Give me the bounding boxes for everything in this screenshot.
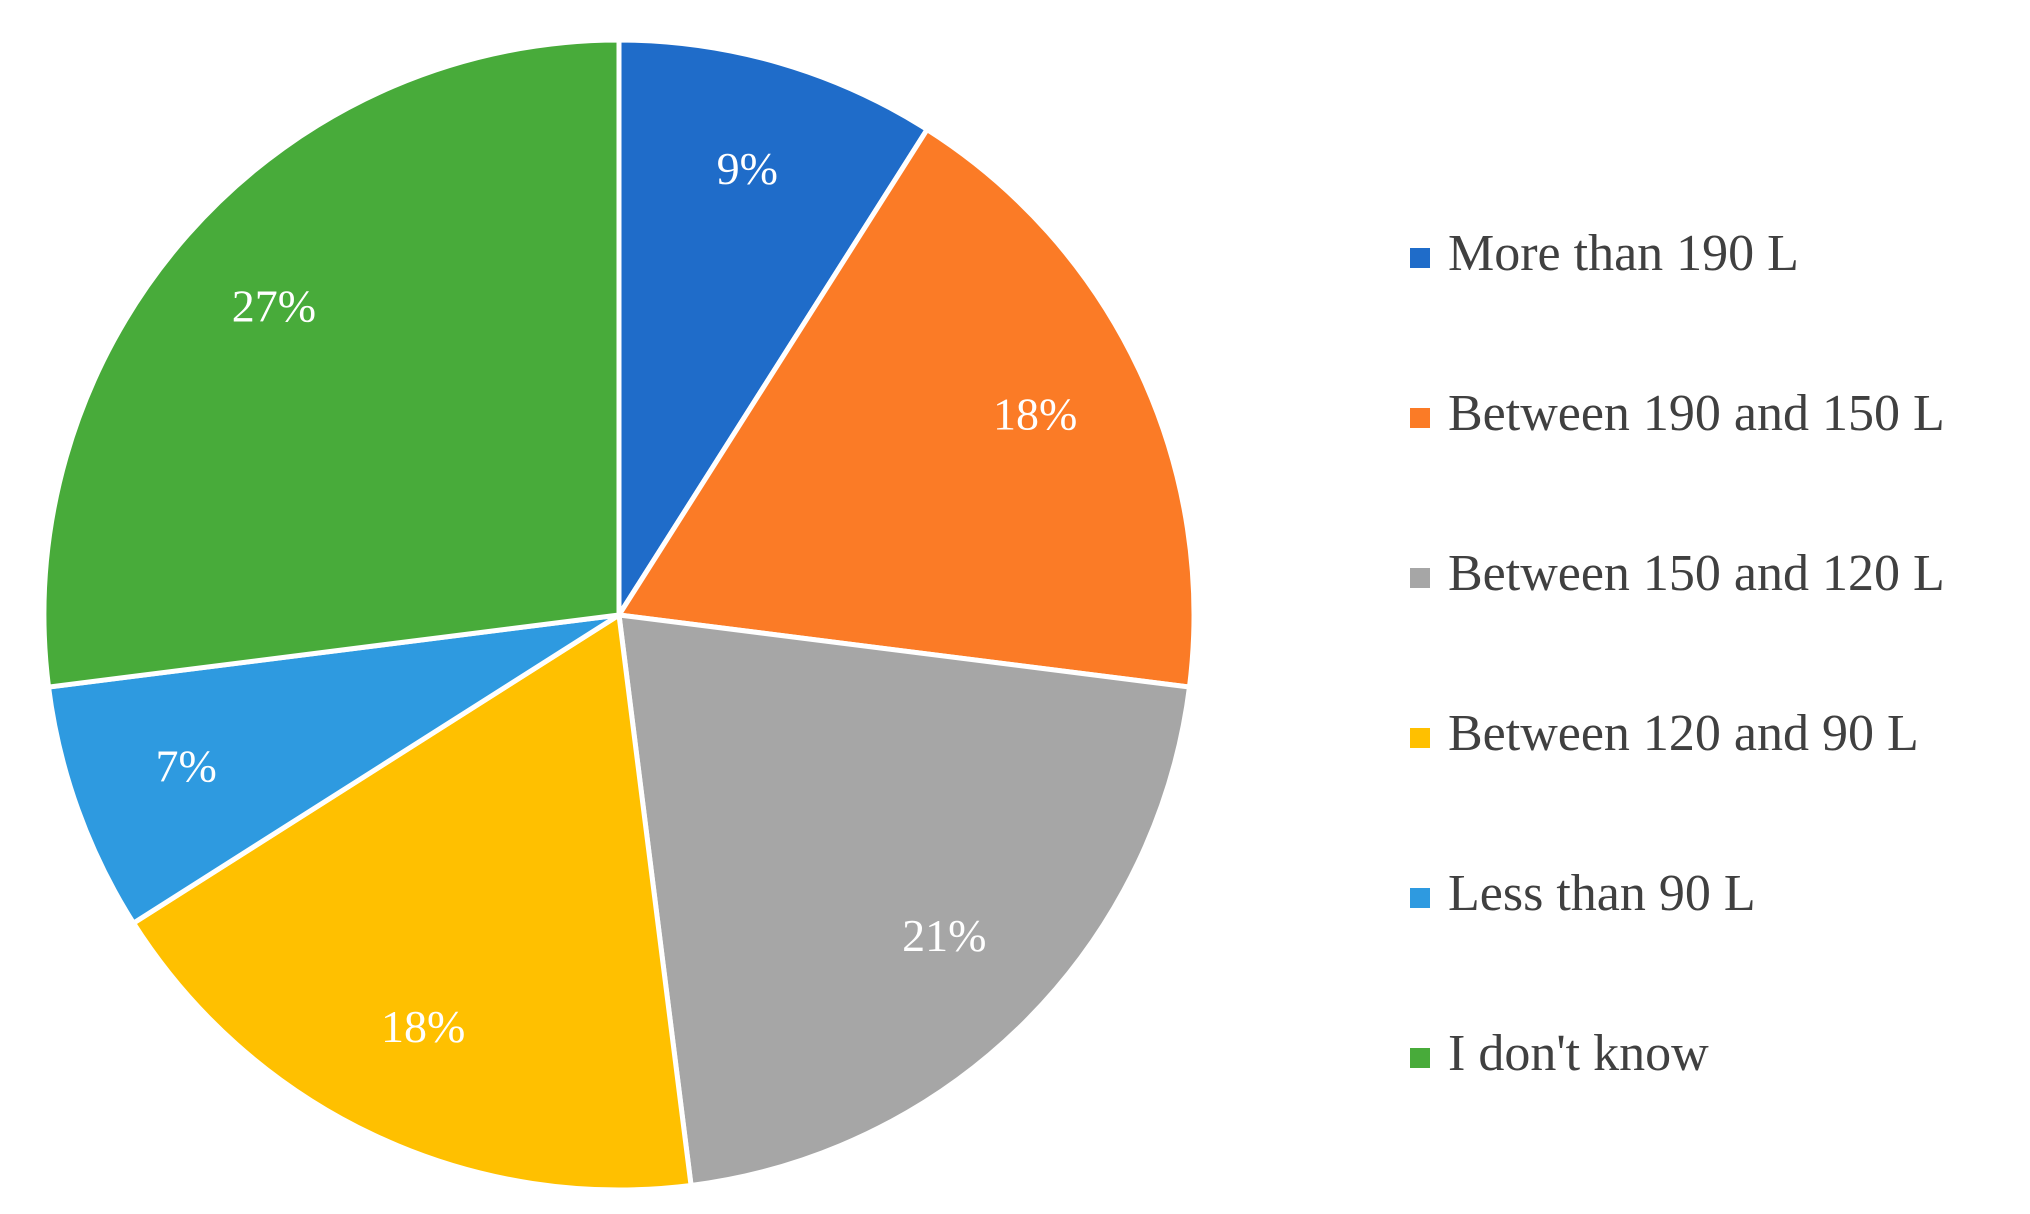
pie-slice	[130, 610, 694, 1193]
legend-swatch	[1410, 408, 1430, 428]
legend-label: Between 150 and 120 L	[1448, 545, 1945, 602]
legend-swatch	[1410, 728, 1430, 748]
data-label: 18%	[381, 1001, 465, 1052]
legend-swatch	[1410, 1048, 1430, 1068]
pie-slice	[45, 612, 621, 927]
legend-swatch	[1410, 888, 1430, 908]
legend-label: Between 120 and 90 L	[1448, 705, 1919, 762]
pie-slice	[41, 37, 622, 690]
pie-slice	[614, 126, 1197, 690]
legend-label: Less than 90 L	[1448, 865, 1756, 922]
data-label: 9%	[717, 143, 778, 194]
data-label: 21%	[902, 910, 986, 961]
legend-swatch	[1410, 568, 1430, 588]
pie-slice	[616, 37, 931, 624]
pie-slice	[616, 612, 1193, 1189]
data-label: 7%	[156, 740, 217, 791]
data-label: 18%	[993, 389, 1077, 440]
legend-label: Between 190 and 150 L	[1448, 385, 1945, 442]
legend-label: I don't know	[1448, 1025, 1709, 1082]
legend-label: More than 190 L	[1448, 225, 1799, 282]
data-label: 27%	[232, 280, 316, 331]
legend-swatch	[1410, 248, 1430, 268]
